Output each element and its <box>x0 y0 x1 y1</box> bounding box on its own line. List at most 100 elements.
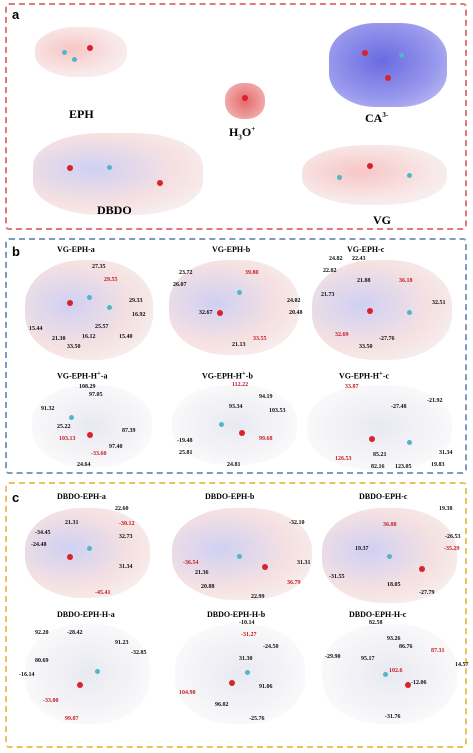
value-label: 36.88 <box>383 522 397 528</box>
value-label: -33.00 <box>43 698 59 704</box>
carbon-atom <box>219 422 224 427</box>
value-label: 22.82 <box>323 268 337 274</box>
value-label: -26.53 <box>445 534 461 540</box>
vg-eph-a-surface <box>25 260 153 360</box>
value-label: -32.10 <box>289 520 305 526</box>
carbon-atom <box>337 175 342 180</box>
panel-c: c DBDO-EPH-a DBDO-EPH-b DBDO-EPH-c DBDO-… <box>5 482 469 748</box>
value-label: 91.23 <box>115 640 129 646</box>
oxygen-atom <box>87 432 93 438</box>
carbon-atom <box>69 415 74 420</box>
value-label: 20.88 <box>201 584 215 590</box>
carbon-atom <box>399 53 404 58</box>
h3o-surface <box>225 83 265 119</box>
value-label: 19.37 <box>355 546 369 552</box>
carbon-atom <box>237 554 242 559</box>
vg-eph-h-b-surface <box>172 385 297 465</box>
value-label: 86.76 <box>399 644 413 650</box>
title-vg-eph-h-a: VG-EPH-H+-a <box>57 370 108 381</box>
value-label: 80.69 <box>35 658 49 664</box>
title-dbdo-eph-h-a: DBDO-EPH-H-a <box>57 610 115 619</box>
dbdo-eph-h-c-surface <box>322 624 457 724</box>
oxygen-atom <box>385 75 391 81</box>
value-label: 123.05 <box>395 464 412 470</box>
value-label: 31.30 <box>239 656 253 662</box>
value-label: -36.54 <box>183 560 199 566</box>
title-vg-eph-a: VG-EPH-a <box>57 245 95 254</box>
value-label: -21.92 <box>427 398 443 404</box>
label-eph: EPH <box>69 107 94 121</box>
carbon-atom <box>72 57 77 62</box>
carbon-atom <box>62 50 67 55</box>
value-label: 24.81 <box>227 462 241 468</box>
value-label: 33.87 <box>345 384 359 390</box>
value-label: 97.40 <box>109 444 123 450</box>
label-vg: VG <box>373 213 391 227</box>
dbdo-eph-h-a-surface <box>25 624 150 724</box>
value-label: -31.76 <box>385 714 401 720</box>
carbon-atom <box>87 295 92 300</box>
value-label: 92.20 <box>35 630 49 636</box>
oxygen-atom <box>239 430 245 436</box>
dbdo-eph-b-surface <box>172 508 312 600</box>
value-label: 91.06 <box>259 684 273 690</box>
value-label: 31.34 <box>439 450 453 456</box>
value-label: 24.02 <box>287 298 301 304</box>
oxygen-atom <box>67 554 73 560</box>
value-label: 21.36 <box>195 570 209 576</box>
value-label: -35.29 <box>444 546 460 552</box>
value-label: 36.79 <box>287 580 301 586</box>
value-label: 82.58 <box>369 620 383 626</box>
title-dbdo-eph-c: DBDO-EPH-c <box>359 492 408 501</box>
oxygen-atom <box>67 300 73 306</box>
value-label: 36.18 <box>399 278 413 284</box>
value-label: 22.60 <box>115 506 129 512</box>
value-label: 102.6 <box>389 668 403 674</box>
label-ca3: CA3- <box>365 111 389 125</box>
value-label: 26.07 <box>173 282 187 288</box>
value-label: 16.92 <box>132 312 146 318</box>
value-label: 22.43 <box>352 256 366 262</box>
value-label: 39.80 <box>245 270 259 276</box>
vg-eph-c-surface <box>312 260 452 360</box>
oxygen-atom <box>369 436 375 442</box>
ca3-surface <box>329 23 447 107</box>
oxygen-atom <box>87 45 93 51</box>
value-label: 25.57 <box>95 324 109 330</box>
vg-eph-h-c-surface <box>307 385 452 470</box>
panel-b: b VG-EPH-a VG-EPH-b VG-EPH-c VG-EPH-H+-a… <box>5 238 467 474</box>
panel-c-label: c <box>12 490 20 505</box>
value-label: -27.79 <box>419 590 435 596</box>
oxygen-atom <box>367 308 373 314</box>
value-label: 104.98 <box>179 690 196 696</box>
value-label: 29.33 <box>129 298 143 304</box>
value-label: 15.40 <box>119 334 133 340</box>
value-label: 24.64 <box>77 462 91 468</box>
value-label: -32.85 <box>131 650 147 656</box>
value-label: -19.48 <box>177 438 193 444</box>
oxygen-atom <box>77 682 83 688</box>
value-label: 19.83 <box>431 462 445 468</box>
value-label: -33.60 <box>91 451 107 457</box>
value-label: 32.69 <box>335 332 349 338</box>
value-label: -45.41 <box>95 590 111 596</box>
title-dbdo-eph-h-c: DBDO-EPH-H-c <box>349 610 407 619</box>
oxygen-atom <box>67 165 73 171</box>
carbon-atom <box>383 672 388 677</box>
value-label: 29.55 <box>104 277 118 283</box>
value-label: -34.45 <box>35 530 51 536</box>
title-vg-eph-h-c: VG-EPH-H+-c <box>339 370 390 381</box>
title-vg-eph-h-b: VG-EPH-H+-b <box>202 370 253 381</box>
carbon-atom <box>245 670 250 675</box>
value-label: 33.55 <box>253 336 267 342</box>
value-label: -31.27 <box>241 632 257 638</box>
vg-surface <box>302 145 447 205</box>
value-label: -29.90 <box>325 654 341 660</box>
vg-eph-h-a-surface <box>32 385 152 467</box>
value-label: 99.68 <box>259 436 273 442</box>
value-label: 82.16 <box>371 464 385 470</box>
oxygen-atom <box>242 95 248 101</box>
title-dbdo-eph-a: DBDO-EPH-a <box>57 492 106 501</box>
value-label: 14.57 <box>455 662 469 668</box>
value-label: -24.48 <box>31 542 47 548</box>
